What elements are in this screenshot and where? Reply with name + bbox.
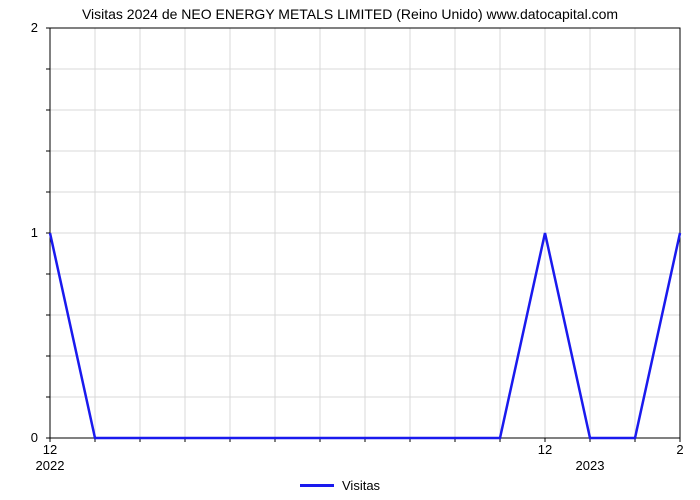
y-tick-label: 1: [31, 225, 38, 240]
x-tick-label: 12: [43, 442, 57, 457]
x-tick-label: 12: [538, 442, 552, 457]
x-year-label: 2022: [36, 458, 65, 473]
line-chart: 0121212220222023: [0, 0, 700, 500]
legend-label: Visitas: [342, 478, 380, 493]
x-tick-label: 2: [676, 442, 683, 457]
legend-swatch: [300, 484, 334, 487]
y-tick-label: 2: [31, 20, 38, 35]
legend: Visitas: [300, 478, 380, 493]
y-tick-label: 0: [31, 430, 38, 445]
x-year-label: 2023: [576, 458, 605, 473]
